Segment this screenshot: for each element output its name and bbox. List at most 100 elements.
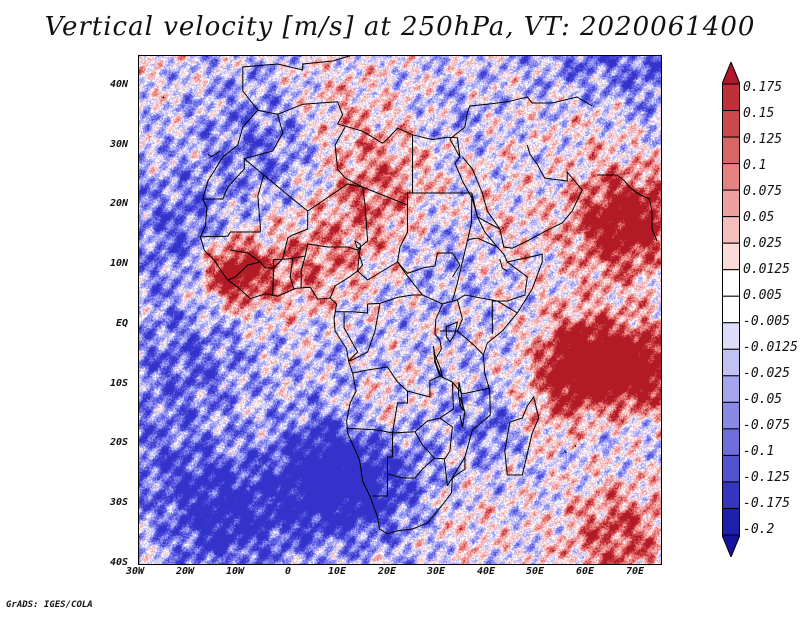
lon-label: 10E bbox=[328, 566, 347, 577]
border bbox=[471, 192, 501, 230]
footer-credit: GrADS: IGES/COLA bbox=[6, 600, 93, 610]
colorbar-label: 0.075 bbox=[743, 184, 783, 199]
border bbox=[396, 205, 518, 314]
border bbox=[499, 258, 508, 272]
lat-label: 40S bbox=[110, 557, 129, 568]
border bbox=[397, 252, 461, 278]
border bbox=[456, 299, 463, 332]
colorbar-label: -0.0125 bbox=[743, 340, 798, 355]
colorbar-label: 0.1 bbox=[743, 158, 767, 173]
lat-label: 10N bbox=[110, 258, 129, 269]
lake-victoria bbox=[445, 321, 459, 343]
border bbox=[451, 240, 468, 302]
border bbox=[343, 311, 359, 362]
colorbar-label: 0.0125 bbox=[743, 262, 790, 277]
colorbar-label: -0.05 bbox=[743, 392, 783, 407]
colorbar-bin bbox=[722, 454, 740, 483]
border bbox=[200, 174, 265, 238]
lat-label: 10S bbox=[110, 378, 129, 389]
colorbar-bin bbox=[722, 136, 740, 165]
map-frame bbox=[138, 55, 662, 565]
lat-label: 20N bbox=[110, 198, 129, 209]
colorbar-bin bbox=[722, 534, 740, 557]
colorbar-bin bbox=[722, 401, 740, 430]
colorbar-label: 0.05 bbox=[743, 210, 775, 225]
lon-label: 60E bbox=[576, 566, 595, 577]
border bbox=[497, 261, 528, 302]
lon-label: 10W bbox=[226, 566, 245, 577]
lon-label: 0 bbox=[285, 566, 292, 577]
border bbox=[289, 258, 295, 289]
lat-label: 40N bbox=[110, 79, 129, 90]
lon-label: 20W bbox=[176, 566, 195, 577]
mideast-coastline bbox=[449, 96, 593, 140]
colorbar-label: -0.025 bbox=[743, 366, 790, 381]
madagascar-coastline bbox=[504, 395, 540, 476]
border bbox=[449, 138, 461, 158]
border bbox=[439, 375, 490, 395]
colorbar-bin bbox=[722, 507, 740, 536]
colorbar-label: 0.15 bbox=[743, 106, 775, 121]
border bbox=[300, 255, 306, 288]
border bbox=[466, 192, 498, 248]
lon-label: 20E bbox=[378, 566, 397, 577]
coastlines-and-borders bbox=[138, 55, 662, 565]
lat-label: 20S bbox=[110, 437, 129, 448]
colorbar-label: 0.025 bbox=[743, 236, 783, 251]
border bbox=[272, 211, 358, 296]
lon-label: 70E bbox=[626, 566, 645, 577]
colorbar-bin bbox=[722, 110, 740, 138]
arabia-coastline bbox=[462, 144, 583, 249]
border bbox=[387, 457, 435, 479]
map-panel bbox=[138, 55, 662, 565]
border bbox=[372, 381, 454, 497]
border bbox=[227, 261, 261, 281]
colorbar-label: -0.005 bbox=[743, 314, 790, 329]
lon-label: 50E bbox=[526, 566, 545, 577]
lake-chad bbox=[354, 239, 362, 251]
iberia-coastline bbox=[242, 55, 353, 111]
lon-label: 40E bbox=[477, 566, 496, 577]
border bbox=[491, 300, 498, 334]
border bbox=[334, 144, 363, 188]
map-title: Vertical velocity [m/s] at 250hPa, VT: 2… bbox=[44, 12, 756, 42]
colorbar-bin bbox=[722, 83, 740, 112]
border bbox=[347, 391, 408, 434]
mauritius bbox=[574, 444, 577, 448]
border bbox=[439, 330, 484, 356]
border bbox=[202, 114, 284, 200]
canary bbox=[207, 150, 221, 158]
colorbar-bin bbox=[722, 242, 740, 271]
border bbox=[230, 249, 274, 269]
reunion bbox=[563, 450, 567, 454]
border bbox=[352, 333, 442, 398]
colorbar-bin bbox=[722, 375, 740, 403]
lat-label: EQ bbox=[116, 318, 129, 329]
border bbox=[356, 186, 398, 281]
colorbar-bin bbox=[722, 189, 740, 218]
border bbox=[434, 303, 443, 335]
colorbar-label: -0.125 bbox=[743, 470, 790, 485]
lat-label: 30S bbox=[110, 497, 129, 508]
border bbox=[443, 459, 448, 486]
border bbox=[414, 417, 453, 460]
azores bbox=[162, 96, 165, 99]
border bbox=[243, 158, 472, 212]
border bbox=[446, 456, 466, 487]
africa-coastline bbox=[199, 101, 543, 535]
colorbar-bin bbox=[722, 62, 740, 85]
colorbar-bin bbox=[722, 348, 740, 377]
lake-tanganyika bbox=[432, 345, 444, 378]
colorbar-bin bbox=[722, 163, 740, 191]
colorbar-bin bbox=[722, 428, 740, 456]
colorbar-label: -0.075 bbox=[743, 418, 790, 433]
vertical-velocity-field bbox=[138, 55, 662, 565]
colorbar-label: 0.005 bbox=[743, 288, 783, 303]
colorbar-label: -0.175 bbox=[743, 496, 790, 511]
india-coastline bbox=[597, 174, 658, 242]
colorbar-label: -0.2 bbox=[743, 522, 775, 537]
border bbox=[348, 303, 381, 362]
colorbar-label: 0.125 bbox=[743, 132, 783, 147]
colorbar-bin bbox=[722, 322, 740, 350]
colorbar-bin bbox=[722, 216, 740, 244]
